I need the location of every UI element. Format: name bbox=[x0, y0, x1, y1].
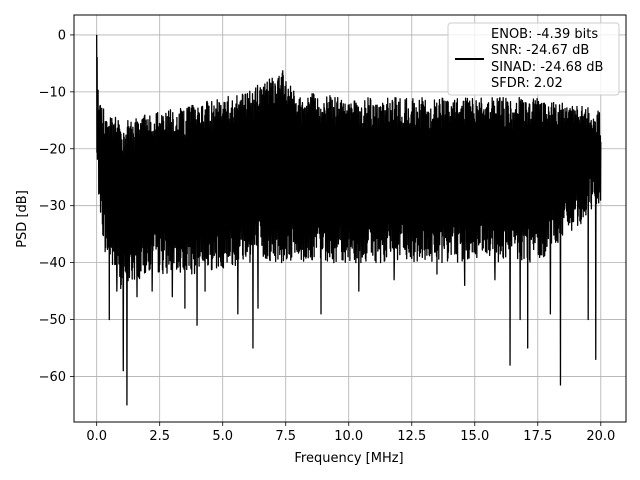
y-axis-ticks: 0 −10 −20 −30 −40 −50 −60 bbox=[39, 28, 74, 385]
x-tick-label: 0.0 bbox=[86, 429, 107, 444]
plot-frame bbox=[73, 14, 627, 423]
x-tick-label: 12.5 bbox=[397, 429, 426, 444]
legend: ENOB: -4.39 bits SNR: -24.67 dB SINAD: -… bbox=[447, 22, 620, 96]
x-tick-label: 17.5 bbox=[523, 429, 552, 444]
y-tick-label: −20 bbox=[39, 142, 66, 157]
y-tick-label: −40 bbox=[39, 256, 66, 271]
legend-box bbox=[447, 22, 620, 96]
legend-line-2: SNR: -24.67 dB bbox=[491, 43, 589, 58]
y-tick-label: −10 bbox=[39, 85, 66, 100]
x-tick-label: 2.5 bbox=[149, 429, 170, 444]
y-axis-label: PSD [dB] bbox=[15, 190, 30, 248]
psd-series-line bbox=[96, 34, 602, 406]
series-group bbox=[96, 34, 602, 406]
y-tick-label: −30 bbox=[39, 199, 66, 214]
x-tick-label: 10.0 bbox=[334, 429, 363, 444]
x-tick-label: 5.0 bbox=[212, 429, 233, 444]
legend-line-1: ENOB: -4.39 bits bbox=[491, 27, 598, 42]
y-tick-label: −60 bbox=[39, 370, 66, 385]
x-tick-label: 15.0 bbox=[460, 429, 489, 444]
x-axis-ticks: 0.0 2.5 5.0 7.5 10.0 12.5 15.0 17.5 20.0 bbox=[86, 422, 615, 444]
y-tick-label: 0 bbox=[58, 28, 66, 43]
legend-line-4: SFDR: 2.02 bbox=[491, 76, 563, 91]
y-tick-label: −50 bbox=[39, 313, 66, 328]
x-tick-label: 20.0 bbox=[586, 429, 615, 444]
legend-line-3: SINAD: -24.68 dB bbox=[491, 60, 603, 75]
x-axis-label: Frequency [MHz] bbox=[294, 451, 403, 466]
plot-area bbox=[96, 34, 602, 406]
x-tick-label: 7.5 bbox=[275, 429, 296, 444]
